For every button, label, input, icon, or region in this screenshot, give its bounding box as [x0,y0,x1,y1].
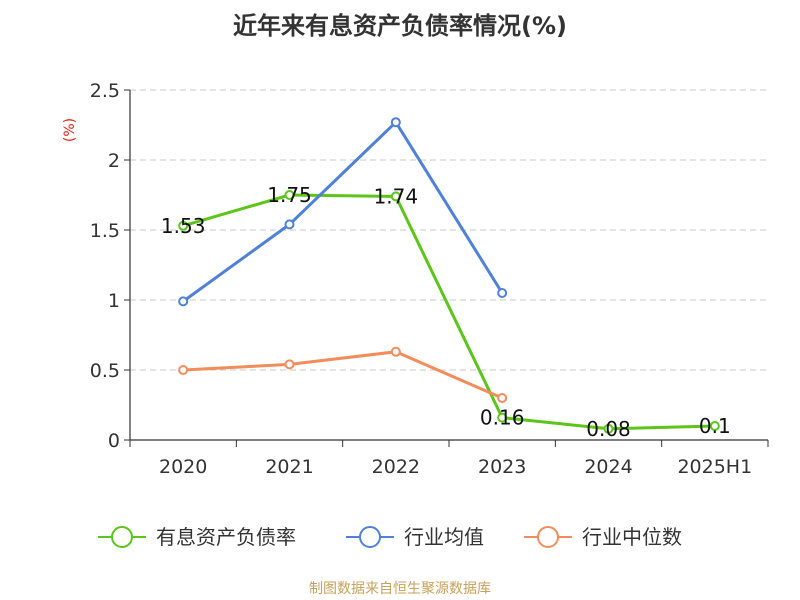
data-point [178,365,189,375]
data-label: 0.16 [480,406,525,430]
axes [129,90,768,441]
series-line [182,120,504,303]
data-point [284,359,295,370]
x-tick-label: 2022 [372,456,420,478]
data-point [178,296,189,307]
legend-marker [537,526,559,548]
legend: 有息资产负债率 行业均值 行业中位数 [98,525,682,549]
x-tick-label: 2025H1 [677,456,752,478]
y-tick-label: 1 [108,290,120,312]
data-label: 0.08 [586,417,631,441]
y-tick-label: 0 [108,430,120,452]
data-point [497,393,508,403]
data-label: 1.74 [374,184,419,208]
data-point [390,117,401,128]
data-labels: 1.53 1.75 1.74 0.16 0.08 0.1 [161,183,731,441]
y-tick-label: 1.5 [90,220,120,242]
x-tick-labels: 2020 2021 2022 2023 2024 2025H1 [129,440,769,478]
data-point [178,220,189,231]
chart-title: 近年来有息资产负债率情况(%) [233,12,567,40]
data-point [390,191,401,202]
x-tick-label: 2023 [478,456,526,478]
data-label: 1.53 [161,214,206,238]
legend-marker [359,526,381,548]
legend-label: 有息资产负债率 [156,525,296,549]
y-tick-label: 2 [108,150,120,172]
data-point [284,190,295,200]
legend-label: 行业均值 [404,525,484,549]
series-line [182,193,715,431]
y-axis-label: (%) [62,118,78,142]
x-tick-label: 2024 [584,456,632,478]
data-label: 0.1 [699,414,731,438]
x-tick-label: 2020 [159,456,207,478]
series-line [183,350,503,400]
data-label: 1.75 [267,183,312,207]
data-point [284,219,295,230]
x-tick-label: 2021 [265,456,313,478]
legend-marker [111,526,133,548]
series-lines [178,117,720,434]
y-tick-label: 0.5 [90,360,120,382]
data-point [709,421,720,431]
data-point [497,412,508,423]
data-point [497,288,508,298]
data-point [603,423,614,434]
data-point [390,346,401,357]
y-tick-label: 2.5 [90,80,120,102]
grid-lines [130,89,768,371]
legend-label: 行业中位数 [582,525,682,549]
y-tick-labels: 0 0.5 1 1.5 2 2.5 [90,80,130,452]
source-note: 制图数据来自恒生聚源数据库 [309,581,491,597]
